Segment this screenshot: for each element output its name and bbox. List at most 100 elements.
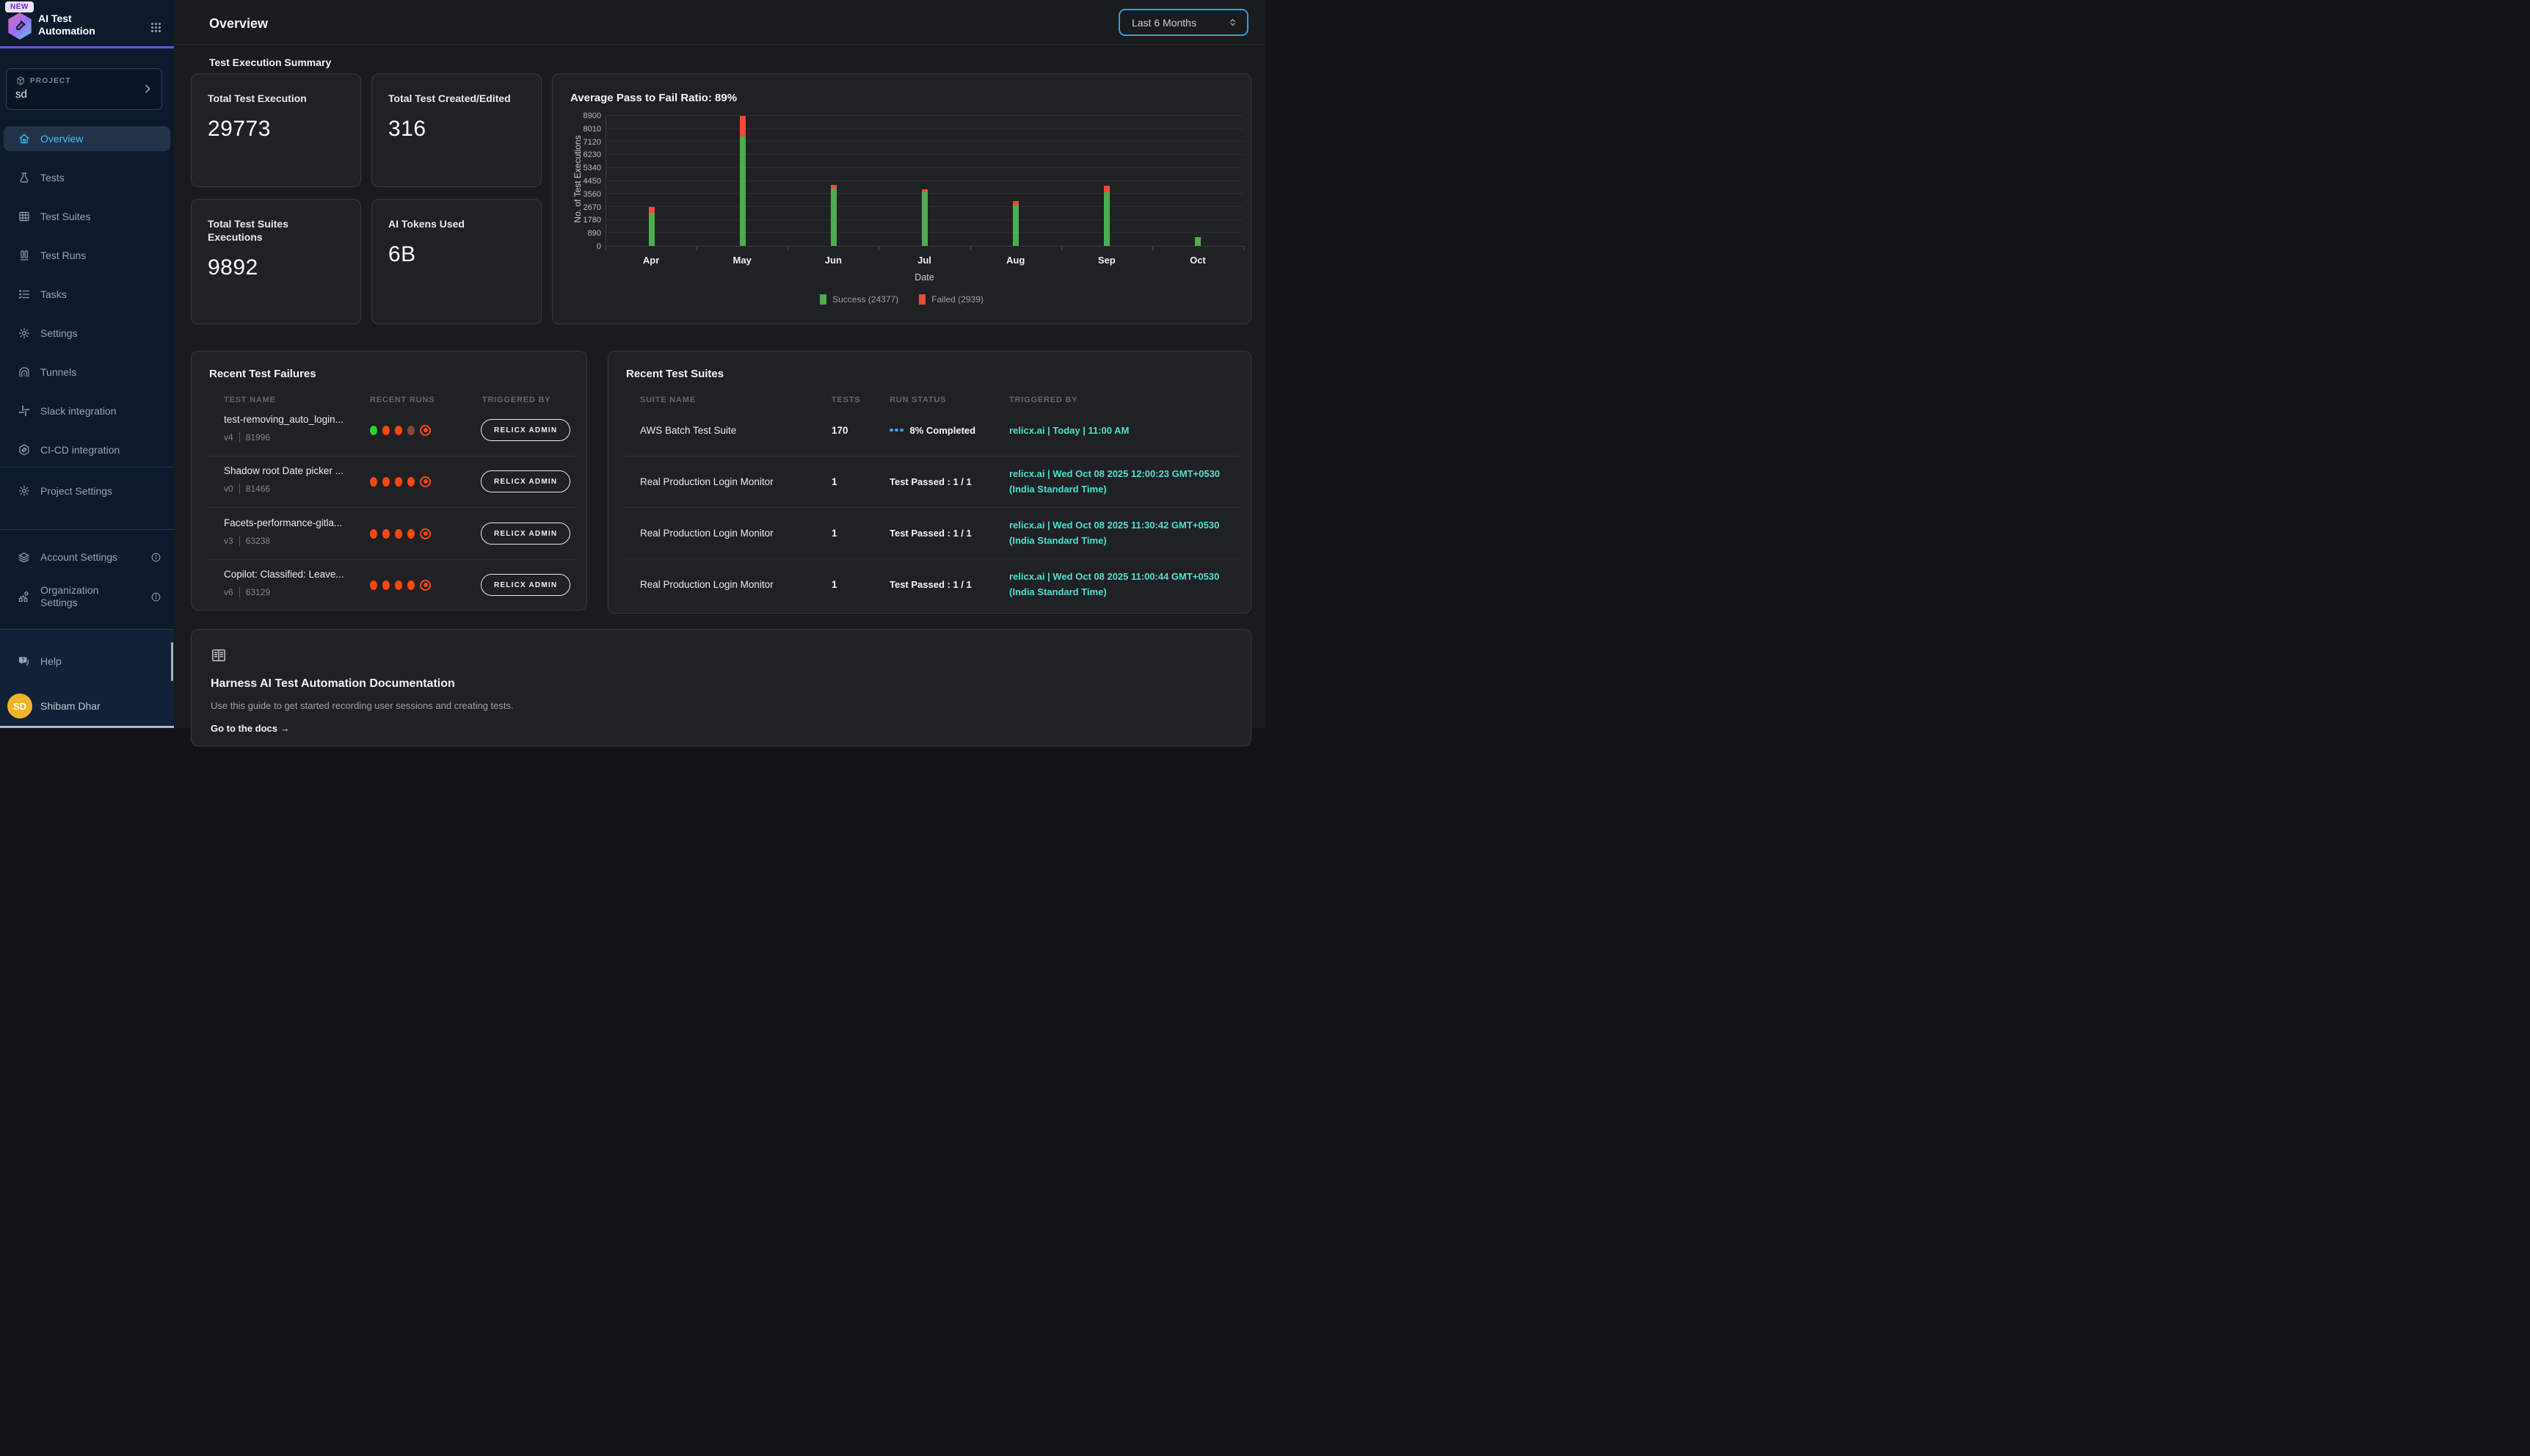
sidebar-nav: Overview Tests Test Suites Test Runs — [4, 126, 170, 462]
chart-bar-jun — [831, 116, 837, 246]
failure-row[interactable]: test-removing_auto_login... v481996 RELI… — [192, 404, 586, 456]
app-window: NEW AI Test Automation P — [0, 0, 1265, 728]
suite-row[interactable]: Real Production Login Monitor 1 Test Pas… — [608, 507, 1251, 558]
documentation-description: Use this guide to get started recording … — [211, 700, 1232, 711]
sidebar-item-account-settings[interactable]: Account Settings — [4, 545, 170, 569]
project-name: sd — [15, 88, 153, 101]
test-version-run: v363238 — [224, 536, 270, 546]
documentation-card: Harness AI Test Automation Documentation… — [191, 629, 1251, 746]
stat-value: 29773 — [208, 117, 344, 142]
gear-icon — [18, 484, 31, 498]
chevron-right-icon — [142, 83, 153, 95]
main-content: Overview Last 6 Months Test Execution Su… — [174, 0, 1265, 728]
chart-title: Average Pass to Fail Ratio: 89% — [570, 92, 737, 104]
layers-gear-icon — [18, 550, 31, 564]
time-filter-value: Last 6 Months — [1132, 17, 1196, 29]
stat-card-ai-tokens: AI Tokens Used 6B — [371, 199, 542, 324]
sidebar: NEW AI Test Automation P — [0, 0, 174, 728]
stat-card-total-test-execution: Total Test Execution 29773 — [191, 73, 361, 187]
sidebar-item-cicd-integration[interactable]: CI-CD integration — [4, 437, 170, 462]
stat-label: Total Test Execution — [208, 92, 344, 105]
sidebar-item-tests[interactable]: Tests — [4, 165, 170, 190]
task-list-icon — [18, 288, 31, 301]
stat-card-total-suite-executions: Total Test Suites Executions 9892 — [191, 199, 361, 324]
header-divider — [174, 44, 1265, 45]
suites-title: Recent Test Suites — [626, 368, 724, 380]
help-chat-icon: ? — [18, 655, 31, 668]
column-header-test-name: TEST NAME — [224, 396, 276, 404]
chart-bar-sep — [1104, 116, 1110, 246]
sidebar-item-settings[interactable]: Settings — [4, 321, 170, 346]
column-header-tests: TESTS — [832, 396, 860, 404]
recent-run-dots — [370, 456, 431, 507]
test-version-run: v081466 — [224, 484, 270, 494]
chart-months: AprMayJunJulAugSepOct — [606, 255, 1243, 266]
home-icon — [18, 132, 31, 145]
triggered-by-button[interactable]: RELICX ADMIN — [481, 523, 570, 545]
project-selector[interactable]: PROJECT sd — [6, 68, 162, 110]
suite-row[interactable]: AWS Batch Test Suite 170 8% Completed re… — [608, 404, 1251, 456]
triggered-by-link[interactable]: relicx.ai | Today | 11:00 AM — [1009, 423, 1129, 438]
app-switcher-icon[interactable] — [150, 21, 162, 34]
triggered-by-button[interactable]: RELICX ADMIN — [481, 419, 570, 441]
org-chart-icon — [18, 590, 31, 603]
failure-row[interactable]: Shadow root Date picker ... v081466 RELI… — [192, 456, 586, 507]
sidebar-item-project-settings[interactable]: Project Settings — [4, 478, 170, 503]
triggered-by-link[interactable]: relicx.ai | Wed Oct 08 2025 11:00:44 GMT… — [1009, 569, 1246, 600]
info-icon[interactable] — [150, 552, 161, 563]
user-menu[interactable]: SD Shibam Dhar — [7, 694, 101, 718]
sidebar-nav-secondary: Project Settings — [4, 478, 170, 503]
failure-row[interactable]: Facets-performance-gitla... v363238 RELI… — [192, 508, 586, 559]
recent-test-suites-card: Recent Test Suites SUITE NAME TESTS RUN … — [608, 351, 1251, 614]
user-name: Shibam Dhar — [40, 700, 101, 712]
info-icon[interactable] — [150, 592, 161, 603]
pass-fail-chart-card: Average Pass to Fail Ratio: 89% No. of T… — [552, 73, 1251, 324]
sidebar-divider — [0, 529, 174, 530]
sidebar-item-help[interactable]: ? Help — [4, 649, 170, 674]
sidebar-item-test-suites[interactable]: Test Suites — [4, 204, 170, 229]
page-title: Overview — [209, 16, 268, 32]
new-badge: NEW — [5, 1, 34, 12]
suite-row[interactable]: Real Production Login Monitor 1 Test Pas… — [608, 456, 1251, 507]
triggered-by-button[interactable]: RELICX ADMIN — [481, 574, 570, 596]
triggered-by-link[interactable]: relicx.ai | Wed Oct 08 2025 12:00:23 GMT… — [1009, 466, 1246, 497]
recent-test-failures-card: Recent Test Failures TEST NAME RECENT RU… — [191, 351, 587, 611]
sidebar-scrollbar[interactable] — [171, 642, 173, 681]
sidebar-item-slack-integration[interactable]: Slack integration — [4, 398, 170, 423]
suite-row[interactable]: Real Production Login Monitor 1 Test Pas… — [608, 558, 1251, 610]
run-status: Test Passed : 1 / 1 — [890, 456, 972, 507]
sidebar-item-overview[interactable]: Overview — [4, 126, 170, 151]
stat-label: Total Test Suites Executions — [208, 217, 332, 244]
triggered-by-link[interactable]: relicx.ai | Wed Oct 08 2025 11:30:42 GMT… — [1009, 517, 1246, 548]
sidebar-item-tasks[interactable]: Tasks — [4, 282, 170, 307]
recent-run-dots — [370, 508, 431, 559]
column-header-recent-runs: RECENT RUNS — [370, 396, 435, 404]
chart-legend: Success (24377)Failed (2939) — [553, 294, 1251, 305]
cicd-link-icon — [18, 443, 31, 456]
avatar[interactable]: SD — [7, 694, 32, 718]
chart-bar-may — [740, 116, 746, 246]
stat-label: AI Tokens Used — [388, 217, 525, 230]
project-label: PROJECT — [30, 77, 71, 85]
sidebar-item-test-runs[interactable]: Test Runs — [4, 243, 170, 268]
table-grid-icon — [18, 210, 31, 223]
time-filter-select[interactable]: Last 6 Months — [1119, 9, 1248, 36]
section-title: Test Execution Summary — [209, 57, 331, 68]
column-header-triggered-by: TRIGGERED BY — [482, 396, 550, 404]
recent-run-dots — [370, 404, 431, 456]
flask-icon — [18, 171, 31, 184]
chart-yaxis: 0890178026703560445053406230712080108900 — [553, 116, 601, 247]
stat-value: 9892 — [208, 255, 344, 280]
go-to-docs-link[interactable]: Go to the docs → — [211, 723, 290, 734]
sidebar-item-tunnels[interactable]: Tunnels — [4, 360, 170, 385]
run-status: Test Passed : 1 / 1 — [890, 507, 972, 558]
failure-row[interactable]: Copilot: Classified: Leave... v663129 RE… — [192, 559, 586, 611]
failures-title: Recent Test Failures — [209, 368, 316, 380]
brand-header: NEW AI Test Automation — [0, 0, 174, 48]
sidebar-item-organization-settings[interactable]: Organization Settings — [4, 580, 170, 614]
app-title: AI Test Automation — [38, 12, 95, 37]
stat-value: 6B — [388, 242, 525, 267]
column-header-run-status: RUN STATUS — [890, 396, 946, 404]
triggered-by-button[interactable]: RELICX ADMIN — [481, 470, 570, 492]
chart-xticks — [606, 247, 1243, 250]
